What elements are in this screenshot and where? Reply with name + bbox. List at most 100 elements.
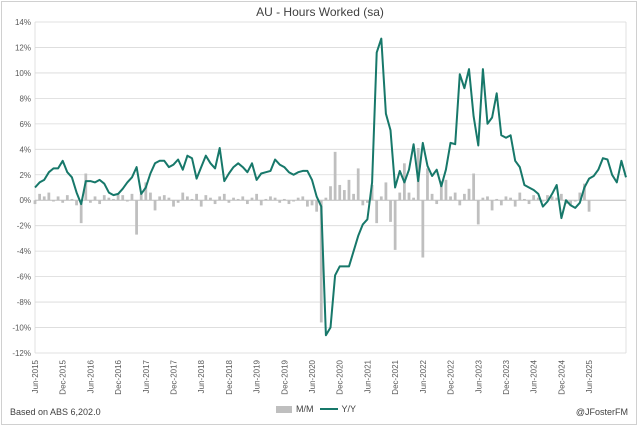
y-tick-label: -4%	[17, 247, 31, 256]
mm-bar	[139, 193, 143, 201]
mm-bar	[513, 200, 517, 207]
x-tick-label: Jun-2016	[86, 359, 95, 393]
x-tick-label: Dec-2021	[391, 359, 400, 394]
mm-bar	[199, 200, 203, 207]
mm-bar	[379, 196, 383, 201]
mm-bar	[75, 200, 78, 206]
mm-bar	[439, 181, 443, 201]
mm-bar	[135, 200, 138, 235]
mm-bar	[315, 200, 319, 212]
mm-bar	[218, 196, 222, 201]
mm-bar	[338, 184, 342, 201]
mm-bar	[89, 200, 92, 203]
mm-bar	[375, 200, 379, 224]
mm-bar	[61, 200, 65, 203]
mm-bar	[241, 196, 245, 201]
y-tick-label: -12%	[12, 349, 31, 358]
y-tick-label: -10%	[12, 324, 31, 333]
mm-bar	[149, 192, 152, 201]
mm-bar	[33, 200, 37, 205]
mm-bar	[306, 200, 309, 207]
mm-bar	[472, 173, 476, 201]
mm-bar	[42, 196, 46, 201]
mm-bar	[273, 197, 277, 201]
x-tick-label: Dec-2018	[225, 359, 234, 394]
x-tick-label: Dec-2023	[502, 359, 511, 394]
x-tick-label: Jun-2019	[253, 359, 262, 393]
mm-bar	[259, 200, 263, 206]
x-tick-label: Jun-2020	[308, 359, 317, 393]
mm-bar	[555, 197, 559, 201]
mm-bar	[541, 200, 545, 202]
mm-bar	[79, 200, 83, 224]
mm-bar	[347, 179, 351, 201]
mm-bar	[527, 200, 531, 205]
x-tick-label: Jun-2023	[474, 359, 483, 393]
mm-bar	[573, 200, 577, 202]
mm-bar	[523, 198, 526, 201]
mm-bar	[333, 151, 337, 201]
mm-bar	[310, 200, 314, 206]
mm-bar	[366, 200, 369, 203]
mm-bar	[329, 186, 332, 201]
mm-bar	[121, 195, 125, 201]
mm-bar	[278, 200, 282, 203]
x-tick-label: Jun-2018	[197, 359, 206, 393]
mm-bar	[56, 196, 60, 201]
x-tick-label: Jun-2021	[363, 359, 372, 393]
mm-bar	[361, 200, 365, 206]
mm-bar	[486, 196, 489, 201]
y-tick-label: -6%	[17, 273, 31, 282]
x-tick-label: Dec-2019	[280, 359, 289, 394]
mm-bar	[444, 179, 448, 201]
mm-bar	[476, 200, 480, 225]
mm-bar	[287, 200, 291, 205]
mm-bar	[167, 197, 171, 201]
x-tick-label: Dec-2016	[114, 359, 123, 394]
mm-bar	[255, 193, 259, 201]
y-tick-label: 4%	[19, 145, 31, 154]
mm-bar	[546, 195, 549, 201]
author-credit: @JFosterFM	[575, 407, 628, 417]
y-tick-label: 14%	[15, 18, 31, 27]
mm-bar	[430, 193, 434, 201]
x-tick-label: Jun-2022	[419, 359, 428, 393]
mm-bar	[587, 200, 591, 212]
mm-bar	[213, 200, 217, 205]
mm-bar	[112, 198, 115, 201]
mm-bar	[435, 200, 439, 205]
mm-bar	[532, 195, 536, 201]
mm-bar	[98, 200, 102, 205]
legend-item-mm: M/M	[276, 404, 314, 414]
legend-label-mm: M/M	[296, 404, 314, 414]
y-tick-label: 8%	[19, 94, 31, 103]
mm-bar	[70, 198, 74, 201]
x-tick-label: Dec-2024	[557, 359, 566, 394]
mm-bar	[162, 195, 166, 201]
mm-bar	[342, 190, 346, 201]
mm-bar	[467, 188, 471, 201]
mm-bar	[292, 200, 295, 202]
y-tick-label: -2%	[17, 222, 31, 231]
mm-bar	[232, 197, 235, 201]
mm-bar	[38, 193, 42, 201]
mm-bar	[407, 192, 411, 201]
y-tick-label: 10%	[15, 69, 31, 78]
x-tick-label: Jun-2015	[31, 359, 40, 393]
x-tick-label: Dec-2017	[170, 359, 179, 394]
mm-bar	[93, 196, 97, 201]
mm-bar	[84, 173, 88, 201]
legend-item-yy: Y/Y	[319, 404, 356, 414]
mm-bar	[398, 192, 402, 201]
mm-bar	[319, 200, 323, 323]
y-tick-label: 6%	[19, 120, 31, 129]
mm-bar	[158, 196, 162, 201]
mm-bar	[172, 200, 175, 207]
mm-bar	[227, 200, 231, 203]
mm-bar	[536, 197, 540, 201]
mm-bar	[102, 195, 106, 201]
mm-bar	[236, 198, 240, 201]
mm-bar	[426, 168, 429, 201]
legend: M/M Y/Y	[276, 404, 356, 414]
